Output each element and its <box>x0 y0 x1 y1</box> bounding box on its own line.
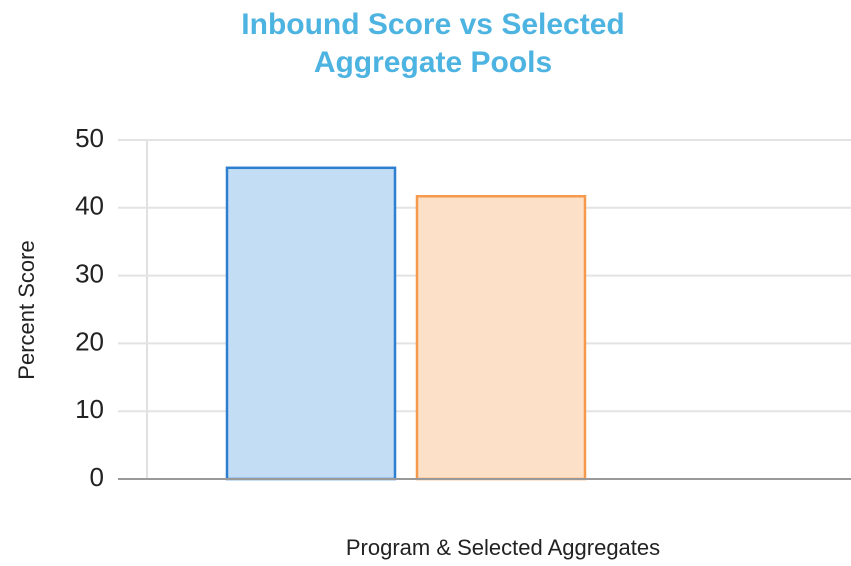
x-axis-label: Program & Selected Aggregates <box>346 535 660 560</box>
y-tick-label: 30 <box>75 258 104 288</box>
chart-title: Inbound Score vs Selected Aggregate Pool… <box>241 8 625 79</box>
y-tick-label: 0 <box>90 462 104 492</box>
y-tick-label: 20 <box>75 326 104 356</box>
bar <box>225 166 397 481</box>
y-tick-label: 50 <box>75 123 104 153</box>
y-axis-label: Percent Score <box>14 240 39 379</box>
bar <box>415 195 587 481</box>
y-tick-label: 10 <box>75 394 104 424</box>
y-tick-label: 40 <box>75 191 104 221</box>
